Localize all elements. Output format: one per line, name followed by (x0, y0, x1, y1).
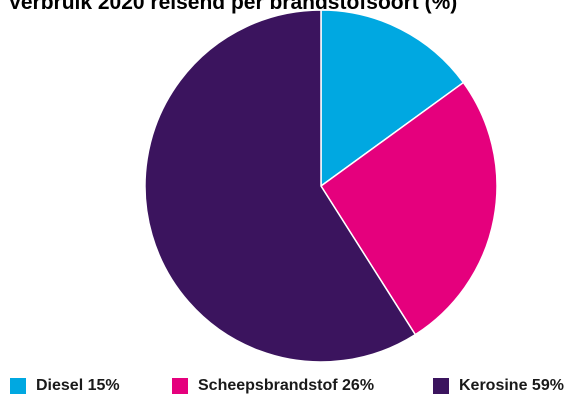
chart-title: Verbruik 2020 reisend per brandstofsoort… (8, 0, 458, 14)
legend-swatch-scheepsbrandstof (172, 378, 188, 394)
pie-slice-kerosine (144, 9, 417, 363)
legend-swatch-diesel (10, 378, 26, 394)
legend-item-diesel: Diesel 15% (10, 377, 120, 395)
pie-chart (144, 9, 498, 363)
legend-item-scheepsbrandstof: Scheepsbrandstof 26% (172, 377, 374, 395)
legend-item-kerosine: Kerosine 59% (433, 377, 564, 395)
legend-label-kerosine: Kerosine 59% (459, 377, 564, 394)
legend-label-diesel: Diesel 15% (36, 377, 120, 394)
legend-swatch-kerosine (433, 378, 449, 394)
pie-slice-diesel (320, 9, 465, 188)
legend-label-scheepsbrandstof: Scheepsbrandstof 26% (198, 377, 375, 394)
chart-legend: Diesel 15% Scheepsbrandstof 26% Kerosine… (0, 377, 585, 401)
pie-slice-scheepsbrandstof (319, 81, 498, 336)
